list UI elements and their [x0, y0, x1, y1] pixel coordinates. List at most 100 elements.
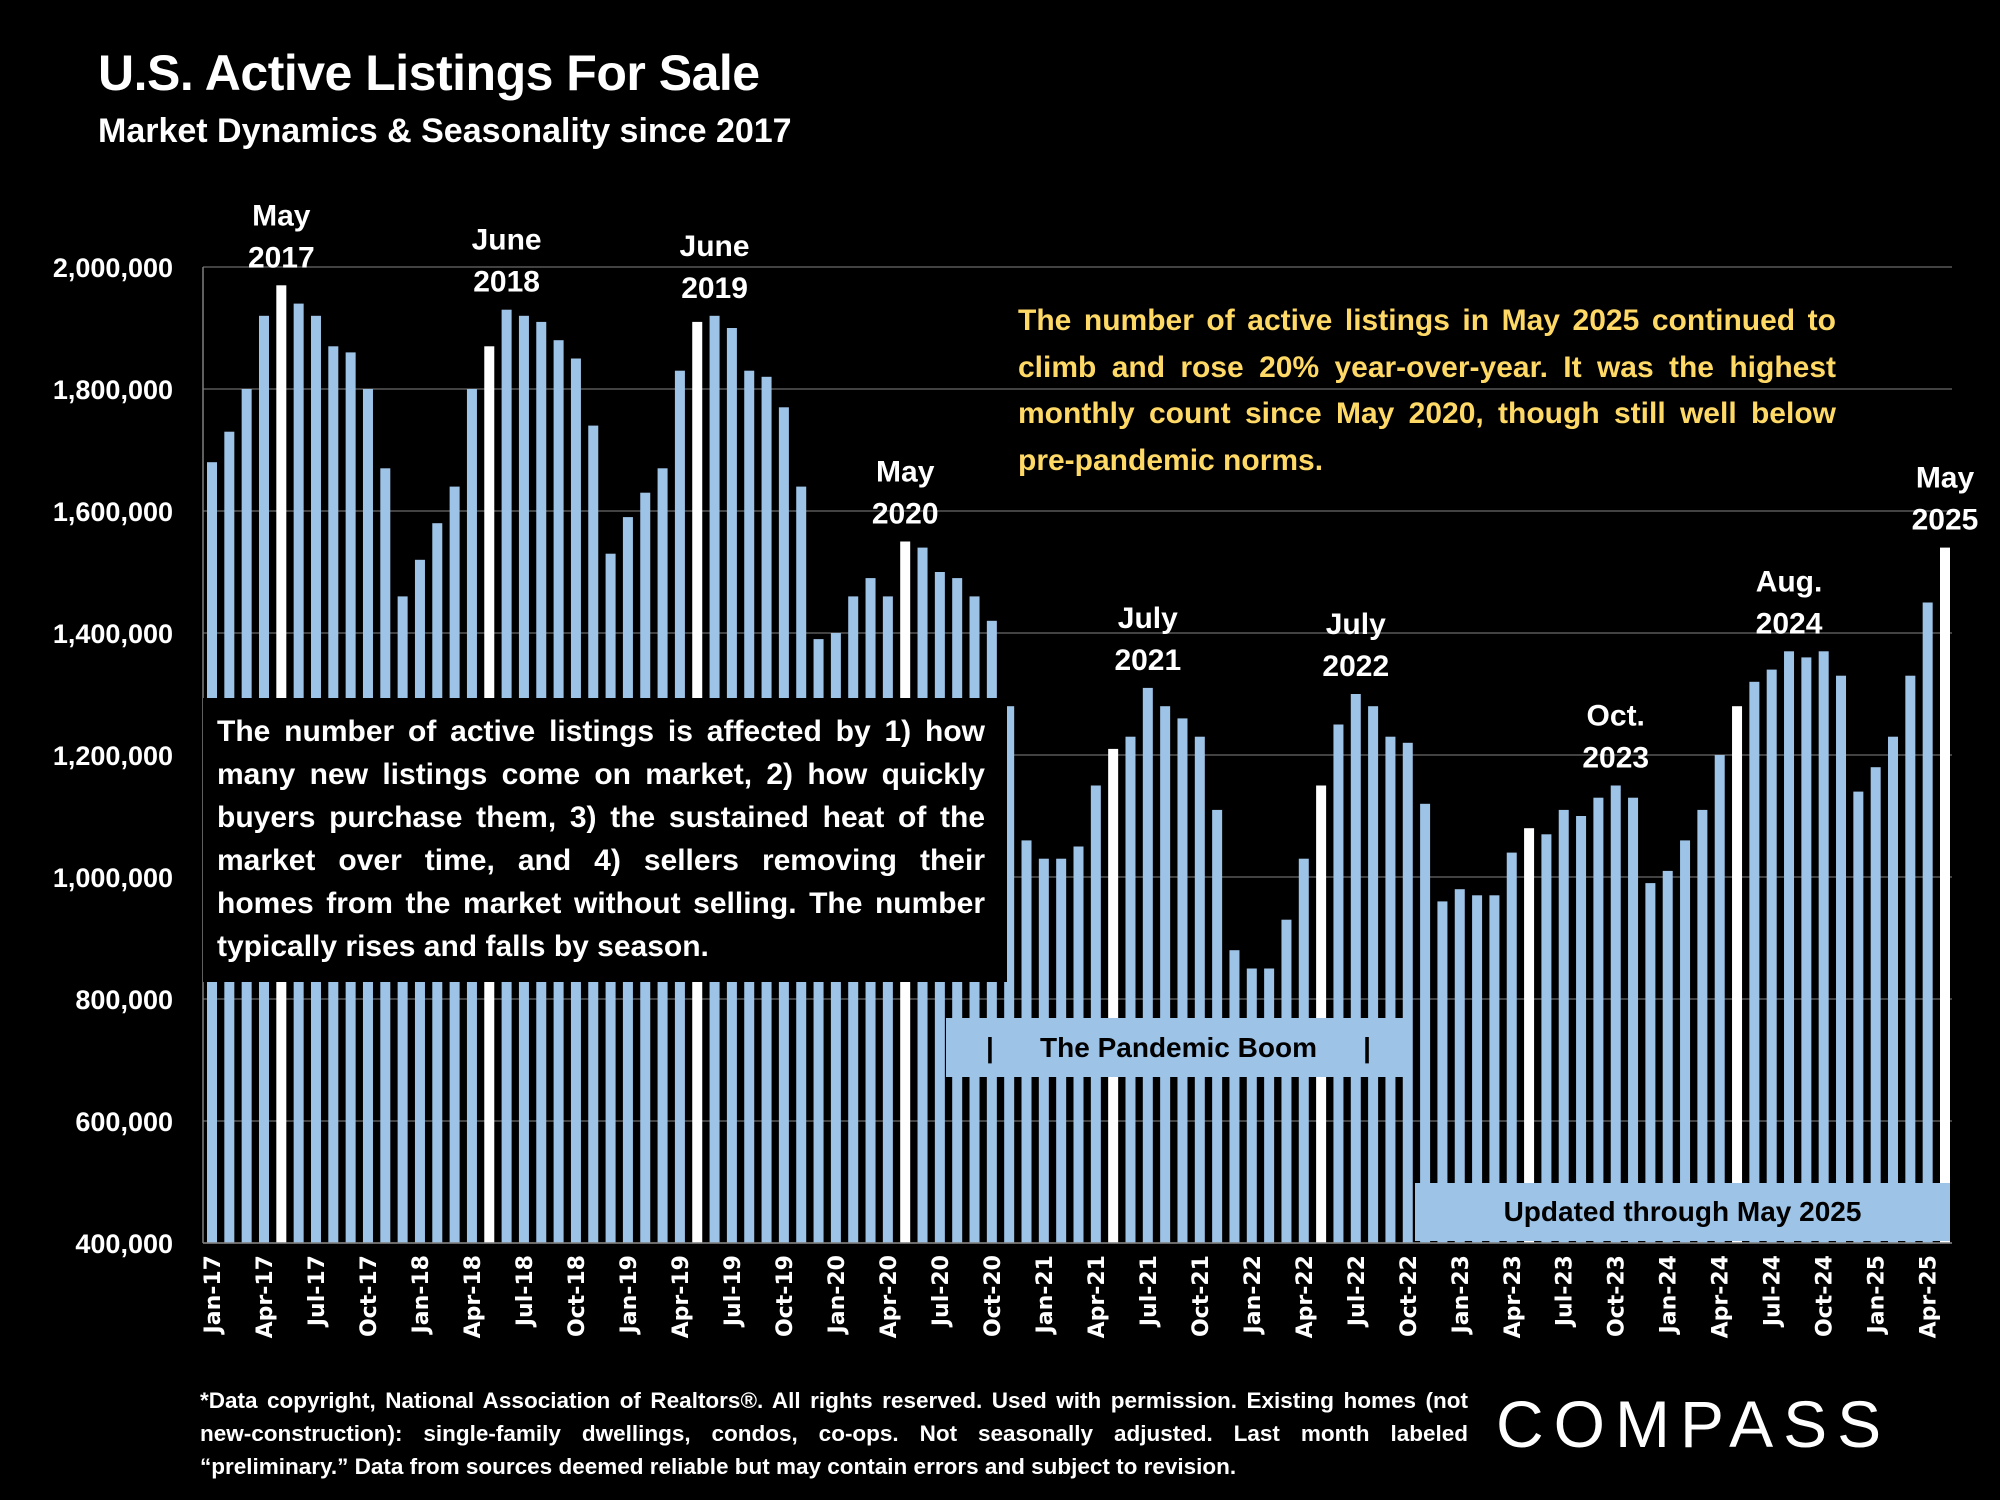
bar: [1489, 895, 1500, 1243]
x-tick-label: Apr-21: [1085, 1255, 1110, 1338]
bar: [1662, 870, 1673, 1243]
chart-title: U.S. Active Listings For Sale: [98, 45, 760, 101]
peak-annotation-line: May: [876, 456, 935, 489]
bar: [1749, 681, 1760, 1243]
peak-annotation-line: June: [472, 224, 542, 257]
bar: [1541, 834, 1552, 1243]
bar: [1870, 767, 1881, 1243]
x-tick-label: Jan-23: [1449, 1255, 1474, 1335]
peak-annotation-line: June: [680, 230, 750, 263]
peak-annotation: May 2017: [248, 199, 315, 274]
pandemic-boom-label: | The Pandemic Boom |: [946, 1018, 1411, 1077]
peak-annotation-line: 2021: [1114, 644, 1181, 677]
x-tick-label: Oct-20: [981, 1255, 1006, 1337]
x-tick-label: Apr-17: [253, 1255, 278, 1338]
y-axis: 400,000 600,000 800,000 1,000,000 1,200,000 1…: [53, 253, 204, 1259]
peak-annotation-line: 2018: [473, 266, 540, 299]
peak-annotation-line: 2023: [1582, 742, 1649, 775]
peak-annotation: May 2020: [872, 456, 939, 531]
peak-annotation-line: 2020: [872, 498, 939, 531]
x-tick-label: Jan-18: [409, 1255, 434, 1335]
bar: [1836, 675, 1847, 1243]
bar: [1454, 889, 1465, 1243]
bar: [1558, 809, 1569, 1243]
peak-annotation: May 2025: [1912, 462, 1979, 537]
bar: [1645, 883, 1656, 1243]
bar: [1593, 797, 1604, 1243]
peak-annotation-line: July: [1326, 608, 1386, 641]
peak-annotation-line: Aug.: [1756, 565, 1823, 598]
bar: [1714, 755, 1725, 1243]
x-tick-label: Oct-22: [1397, 1255, 1422, 1337]
peak-annotation: July 2021: [1114, 602, 1181, 677]
x-tick-label: Jul-20: [929, 1255, 954, 1328]
bar: [1368, 706, 1379, 1243]
x-tick-label: Oct-17: [357, 1255, 382, 1337]
x-tick-label: Oct-21: [1189, 1255, 1214, 1337]
bar: [1246, 968, 1257, 1243]
x-tick-label: Jan-17: [201, 1255, 226, 1335]
peak-annotation-line: 2022: [1322, 650, 1389, 683]
bar-highlight-may: [1524, 828, 1535, 1243]
bar: [1160, 706, 1171, 1243]
bar: [1922, 602, 1933, 1243]
peak-annotation: June 2018: [472, 224, 542, 299]
x-tick-label: Apr-23: [1501, 1255, 1526, 1338]
chart-subtitle: Market Dynamics & Seasonality since 2017: [98, 112, 792, 150]
bar: [1229, 950, 1240, 1243]
y-tick-label: 800,000: [75, 985, 173, 1015]
x-tick-label: Jan-22: [1241, 1255, 1266, 1335]
peak-annotation: July 2022: [1322, 608, 1389, 683]
y-tick-label: 1,200,000: [53, 741, 173, 771]
bar: [1004, 706, 1015, 1243]
y-tick-label: 600,000: [75, 1107, 173, 1137]
callout-yoy-summary: The number of active listings in May 202…: [1018, 304, 1836, 477]
bar: [1628, 797, 1639, 1243]
bar: [1697, 809, 1708, 1243]
bar: [1576, 816, 1587, 1243]
peak-annotation-line: 2024: [1756, 607, 1823, 640]
bar: [1125, 736, 1136, 1243]
bar: [1801, 657, 1812, 1243]
bar: [1142, 687, 1153, 1243]
compass-logo: COMPASS: [1496, 1387, 1892, 1461]
bar: [1420, 803, 1431, 1243]
x-tick-label: Apr-24: [1709, 1255, 1734, 1338]
bar-highlight-may: [1316, 785, 1327, 1243]
y-tick-label: 1,000,000: [53, 863, 173, 893]
x-tick-label: Jul-18: [513, 1255, 538, 1328]
bar: [1680, 840, 1691, 1243]
x-tick-label: Jul-21: [1137, 1255, 1162, 1328]
bar: [1264, 968, 1275, 1243]
peak-annotation-line: May: [252, 199, 311, 232]
x-axis: Jan-17 Apr-17 Jul-17 Oct-17 Jan-18 Apr-18 Jul-…: [201, 1242, 1952, 1338]
peak-annotation: Aug. 2024: [1756, 565, 1823, 640]
bar: [1402, 742, 1413, 1243]
bar: [1281, 919, 1292, 1243]
y-tick-label: 1,400,000: [53, 619, 173, 649]
updated-through-label: Updated through May 2025: [1415, 1183, 1950, 1241]
peak-annotation-line: 2017: [248, 241, 315, 274]
peak-annotation-line: 2019: [681, 272, 748, 305]
x-tick-label: Apr-25: [1917, 1255, 1942, 1338]
x-tick-label: Jul-23: [1553, 1255, 1578, 1328]
x-tick-label: Apr-20: [877, 1255, 902, 1338]
bar: [1350, 694, 1361, 1243]
range-marker-left: |: [986, 1031, 994, 1063]
peak-annotation-line: Oct.: [1587, 700, 1645, 733]
x-tick-label: Jul-22: [1345, 1255, 1370, 1328]
bar: [1610, 785, 1621, 1243]
x-tick-label: Jan-19: [617, 1255, 642, 1335]
x-tick-label: Apr-19: [669, 1255, 694, 1338]
x-tick-label: Jul-19: [721, 1255, 746, 1328]
x-tick-label: Jan-21: [1033, 1255, 1058, 1335]
x-tick-label: Oct-19: [773, 1255, 798, 1337]
pandemic-boom-text: The Pandemic Boom: [1040, 1031, 1317, 1063]
bar: [1333, 724, 1344, 1243]
x-tick-label: Apr-18: [461, 1255, 486, 1338]
x-tick-label: Jan-25: [1865, 1255, 1890, 1335]
bar: [1506, 852, 1517, 1243]
bar: [1888, 736, 1899, 1243]
bar: [1853, 791, 1864, 1243]
bar: [1194, 736, 1205, 1243]
